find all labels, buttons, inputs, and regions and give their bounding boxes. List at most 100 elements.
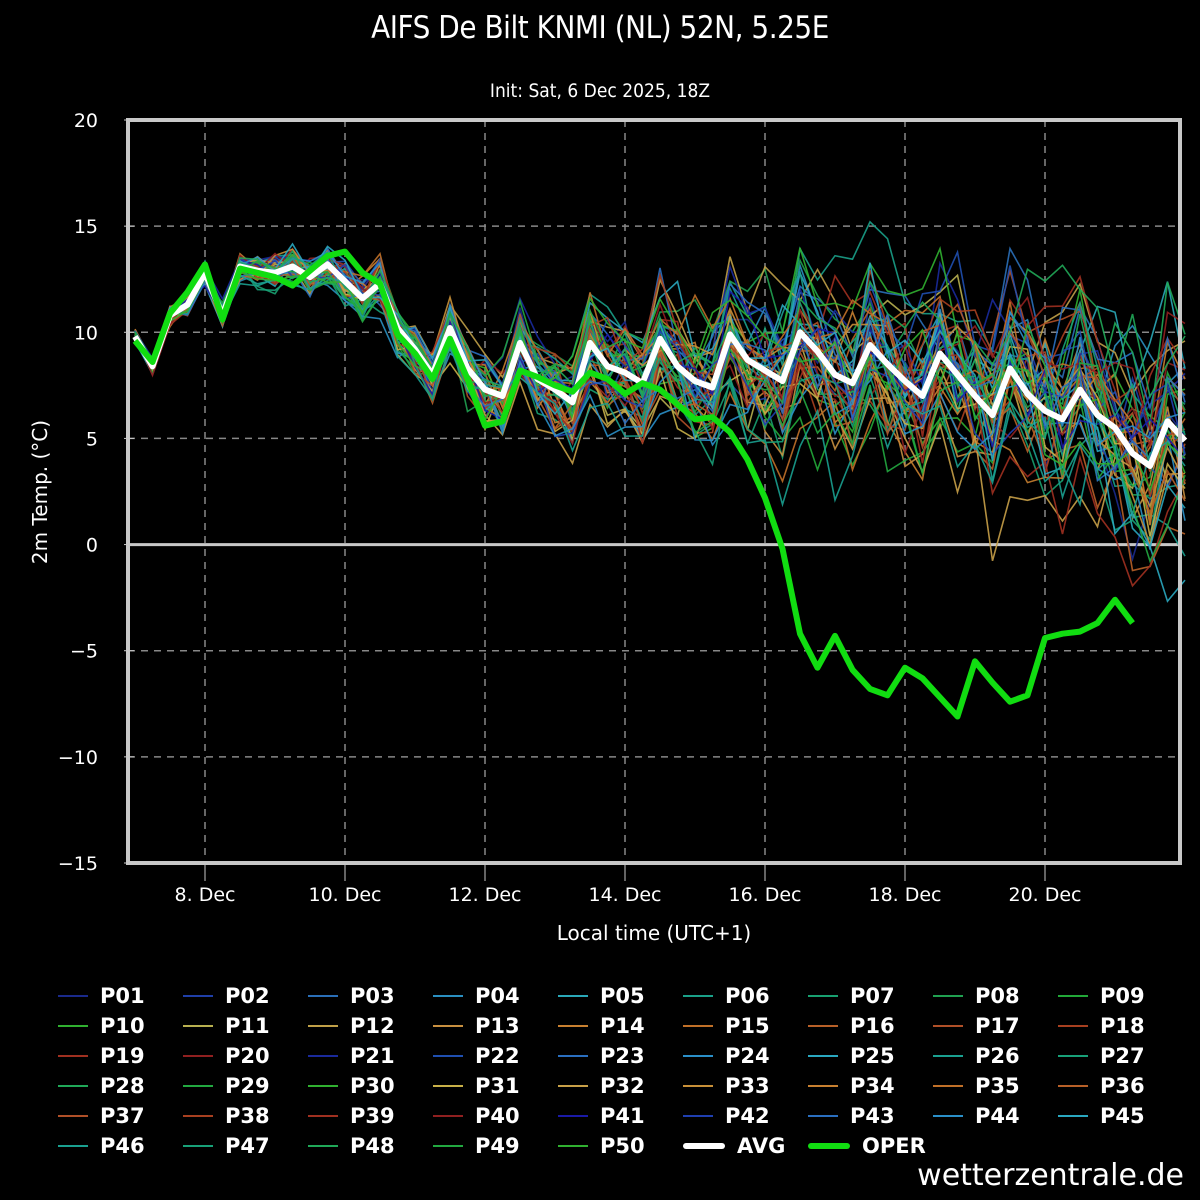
legend-item[interactable]: P13 — [433, 1012, 520, 1040]
y-tick-label: 10 — [74, 322, 98, 344]
x-tick-label: 12. Dec — [448, 884, 521, 906]
legend-item[interactable]: P22 — [433, 1042, 520, 1070]
legend-item[interactable]: P02 — [183, 982, 270, 1010]
legend-label: P17 — [975, 1014, 1020, 1038]
legend-label: P19 — [100, 1044, 145, 1068]
legend-item[interactable]: P06 — [683, 982, 770, 1010]
legend-item[interactable]: OPER — [808, 1132, 926, 1160]
legend-item[interactable]: P04 — [433, 982, 520, 1010]
legend-item[interactable]: P49 — [433, 1132, 520, 1160]
legend-item[interactable]: P09 — [1058, 982, 1145, 1010]
legend-item[interactable]: P33 — [683, 1072, 770, 1100]
legend-label: P18 — [1100, 1014, 1145, 1038]
legend-item[interactable]: P44 — [933, 1102, 1020, 1130]
legend-item[interactable]: P23 — [558, 1042, 645, 1070]
x-axis-title: Local time (UTC+1) — [557, 921, 751, 945]
legend-item[interactable]: P34 — [808, 1072, 895, 1100]
legend-item[interactable]: AVG — [683, 1132, 785, 1160]
legend-swatch — [433, 1085, 463, 1087]
legend-swatch — [1058, 1115, 1088, 1117]
legend-item[interactable]: P42 — [683, 1102, 770, 1130]
legend-swatch — [1058, 1025, 1088, 1027]
legend-swatch — [558, 1085, 588, 1087]
legend-swatch — [1058, 995, 1088, 997]
legend-label: P08 — [975, 984, 1020, 1008]
legend-label: P26 — [975, 1044, 1020, 1068]
legend-label: P36 — [1100, 1074, 1145, 1098]
legend-label: P32 — [600, 1074, 645, 1098]
legend-item[interactable]: P20 — [183, 1042, 270, 1070]
legend-swatch — [308, 1145, 338, 1147]
legend-item[interactable]: P16 — [808, 1012, 895, 1040]
legend-item[interactable]: P37 — [58, 1102, 145, 1130]
legend-item[interactable]: P41 — [558, 1102, 645, 1130]
legend-swatch — [58, 1025, 88, 1027]
legend-label: P28 — [100, 1074, 145, 1098]
legend-item[interactable]: P05 — [558, 982, 645, 1010]
legend-item[interactable]: P17 — [933, 1012, 1020, 1040]
legend-item[interactable]: P07 — [808, 982, 895, 1010]
legend-item[interactable]: P43 — [808, 1102, 895, 1130]
legend-label: P47 — [225, 1134, 270, 1158]
legend-item[interactable]: P30 — [308, 1072, 395, 1100]
legend-item[interactable]: P39 — [308, 1102, 395, 1130]
legend-item[interactable]: P45 — [1058, 1102, 1145, 1130]
legend-item[interactable]: P21 — [308, 1042, 395, 1070]
legend-item[interactable]: P35 — [933, 1072, 1020, 1100]
legend-item[interactable]: P11 — [183, 1012, 270, 1040]
legend-item[interactable]: P27 — [1058, 1042, 1145, 1070]
chart-subtitle: Init: Sat, 6 Dec 2025, 18Z — [489, 80, 711, 102]
legend-swatch — [183, 1055, 213, 1057]
legend-swatch — [933, 1025, 963, 1027]
legend-label: P04 — [475, 984, 520, 1008]
legend-label: P45 — [1100, 1104, 1145, 1128]
legend-swatch — [933, 1085, 963, 1087]
legend-swatch — [558, 1115, 588, 1117]
plot-frame — [126, 118, 1182, 865]
legend-swatch — [933, 1055, 963, 1057]
legend-item[interactable]: P12 — [308, 1012, 395, 1040]
legend-label: P02 — [225, 984, 270, 1008]
legend-item[interactable]: P38 — [183, 1102, 270, 1130]
y-tick-label: −5 — [70, 641, 98, 663]
legend-swatch — [308, 1055, 338, 1057]
legend-item[interactable]: P36 — [1058, 1072, 1145, 1100]
legend-swatch — [1058, 1055, 1088, 1057]
legend-item[interactable]: P25 — [808, 1042, 895, 1070]
legend-item[interactable]: P46 — [58, 1132, 145, 1160]
member-line-P20 — [134, 256, 1186, 457]
legend-item[interactable]: P19 — [58, 1042, 145, 1070]
legend-item[interactable]: P18 — [1058, 1012, 1145, 1040]
legend-swatch — [558, 1025, 588, 1027]
legend-item[interactable]: P08 — [933, 982, 1020, 1010]
legend-item[interactable]: P48 — [308, 1132, 395, 1160]
legend-label: P25 — [850, 1044, 895, 1068]
legend-item[interactable]: P01 — [58, 982, 145, 1010]
legend-swatch — [808, 1055, 838, 1057]
legend-swatch — [558, 1145, 588, 1147]
legend-item[interactable]: P50 — [558, 1132, 645, 1160]
legend-item[interactable]: P40 — [433, 1102, 520, 1130]
legend-item[interactable]: P28 — [58, 1072, 145, 1100]
legend-item[interactable]: P14 — [558, 1012, 645, 1040]
legend-item[interactable]: P32 — [558, 1072, 645, 1100]
legend-swatch — [683, 1055, 713, 1057]
legend-item[interactable]: P47 — [183, 1132, 270, 1160]
y-axis-title: 2m Temp. (°C) — [28, 420, 52, 564]
legend-label: P24 — [725, 1044, 770, 1068]
legend-item[interactable]: P10 — [58, 1012, 145, 1040]
legend-item[interactable]: P29 — [183, 1072, 270, 1100]
legend-swatch — [808, 1115, 838, 1117]
legend-item[interactable]: P26 — [933, 1042, 1020, 1070]
legend-swatch — [808, 1143, 850, 1149]
legend-item[interactable]: P24 — [683, 1042, 770, 1070]
legend-swatch — [58, 1145, 88, 1147]
legend-item[interactable]: P03 — [308, 982, 395, 1010]
legend-item[interactable]: P31 — [433, 1072, 520, 1100]
legend-item[interactable]: P15 — [683, 1012, 770, 1040]
legend-label: P13 — [475, 1014, 520, 1038]
legend-label: P49 — [475, 1134, 520, 1158]
legend-swatch — [683, 1143, 725, 1149]
legend-swatch — [183, 1145, 213, 1147]
legend-swatch — [683, 995, 713, 997]
